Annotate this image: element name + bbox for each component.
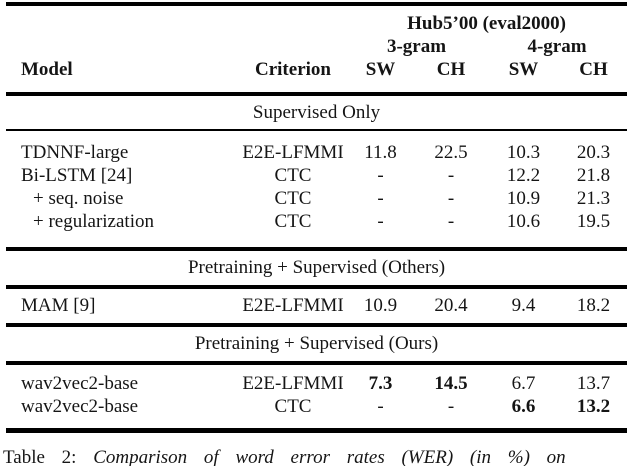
cell-wer-sw4: 10.6 xyxy=(506,211,541,232)
table-row: wav2vec2-base CTC - - 6.6 13.2 xyxy=(6,395,627,431)
header-sw-4gram: SW xyxy=(487,58,560,96)
section-title-row: Pretraining + Supervised (Ours) xyxy=(6,323,628,365)
cell-wer-ch3: - xyxy=(447,211,455,232)
section-title-pretraining-ours: Pretraining + Supervised (Ours) xyxy=(6,323,628,365)
cell-wer-ch4: 21.3 xyxy=(576,188,611,209)
header-ch-4gram: CH xyxy=(560,58,628,96)
cell-model: wav2vec2-base xyxy=(21,373,139,394)
cell-wer-ch4: 18.2 xyxy=(576,295,611,316)
cell-criterion: E2E-LFMMI xyxy=(242,295,344,316)
cell-wer-ch4: 21.8 xyxy=(576,165,611,186)
table-row: + seq. noise CTC - - 10.9 21.3 xyxy=(6,187,627,210)
caption-label: Table 2: xyxy=(3,447,77,466)
cell-wer-sw3: - xyxy=(377,188,384,209)
cell-criterion: CTC xyxy=(274,188,312,209)
cell-model: + regularization xyxy=(33,211,154,232)
results-table: Hub5’00 (eval2000) 3-gram 4-gram Model C… xyxy=(6,2,628,433)
table-row: Bi-LSTM [24] CTC - - 12.2 21.8 xyxy=(6,164,627,187)
table-row: wav2vec2-base E2E-LFMMI 7.3 14.5 6.7 13.… xyxy=(6,363,627,395)
cell-wer-ch3: - xyxy=(447,165,455,186)
cell-wer-ch4: 13.7 xyxy=(576,373,611,394)
header-sw-3gram: SW xyxy=(346,58,415,96)
cell-wer-sw4: 6.7 xyxy=(511,373,536,394)
cell-wer-sw4: 6.6 xyxy=(511,396,536,417)
cell-wer-sw3: - xyxy=(377,396,384,417)
header-subgroup-4gram: 4-gram xyxy=(527,36,587,57)
cell-wer-ch3: 20.4 xyxy=(434,295,468,316)
table-header: Hub5’00 (eval2000) 3-gram 4-gram Model C… xyxy=(6,4,628,96)
header-spacer xyxy=(6,4,346,36)
section-title-supervised-only: Supervised Only xyxy=(6,94,628,131)
table-row: TDNNF-large E2E-LFMMI 11.8 22.5 10.3 20.… xyxy=(6,130,627,164)
header-criterion: Criterion xyxy=(240,58,346,96)
header-columns-row: Model Criterion SW CH SW CH xyxy=(6,58,628,96)
cell-criterion: CTC xyxy=(274,165,312,186)
cell-criterion: CTC xyxy=(274,211,312,232)
section-title-pretraining-others: Pretraining + Supervised (Others) xyxy=(6,247,628,289)
cell-wer-sw3: 7.3 xyxy=(368,373,393,394)
cell-wer-sw4: 10.3 xyxy=(506,142,541,163)
header-spacer xyxy=(6,36,346,58)
cell-criterion: CTC xyxy=(274,396,312,417)
table-body: Supervised Only TDNNF-large E2E-LFMMI 11… xyxy=(6,94,628,431)
cell-model: TDNNF-large xyxy=(21,142,129,163)
caption-text: Comparison of word error rates (WER) (in… xyxy=(93,447,566,466)
cell-wer-ch4: 19.5 xyxy=(576,211,611,232)
cell-model: + seq. noise xyxy=(33,188,124,209)
header-subgroup-row: 3-gram 4-gram xyxy=(6,36,627,58)
header-group-row: Hub5’00 (eval2000) xyxy=(6,4,627,36)
cell-model: MAM [9] xyxy=(21,295,96,316)
cell-criterion: E2E-LFMMI xyxy=(242,142,344,163)
cell-wer-sw4: 12.2 xyxy=(506,165,541,186)
cell-wer-sw3: 11.8 xyxy=(364,142,397,163)
header-model: Model xyxy=(6,58,240,96)
cell-wer-sw3: - xyxy=(377,165,384,186)
header-ch-3gram: CH xyxy=(415,58,487,96)
header-group-title: Hub5’00 (eval2000) xyxy=(407,13,566,34)
table-row: + regularization CTC - - 10.6 19.5 xyxy=(6,210,627,249)
cell-wer-ch3: - xyxy=(447,396,455,417)
cell-wer-ch4: 13.2 xyxy=(576,396,611,417)
table-caption: Table 2: Comparison of word error rates … xyxy=(3,446,630,466)
cell-criterion: E2E-LFMMI xyxy=(242,373,344,394)
section-title-row: Pretraining + Supervised (Others) xyxy=(6,247,628,289)
cell-wer-ch4: 20.3 xyxy=(576,142,611,163)
cell-wer-sw4: 9.4 xyxy=(511,295,536,316)
section-title-row: Supervised Only xyxy=(6,94,628,131)
cell-model: Bi-LSTM [24] xyxy=(21,165,133,186)
header-subgroup-3gram: 3-gram xyxy=(386,36,447,57)
cell-wer-sw3: - xyxy=(377,211,384,232)
cell-wer-sw4: 10.9 xyxy=(506,188,541,209)
cell-wer-sw3: 10.9 xyxy=(363,295,398,316)
table-row: MAM [9] E2E-LFMMI 10.9 20.4 9.4 18.2 xyxy=(6,287,627,325)
cell-model: wav2vec2-base xyxy=(21,396,139,417)
cell-wer-ch3: 22.5 xyxy=(434,142,468,163)
cell-wer-ch3: - xyxy=(447,188,455,209)
cell-wer-ch3: 14.5 xyxy=(434,373,468,394)
